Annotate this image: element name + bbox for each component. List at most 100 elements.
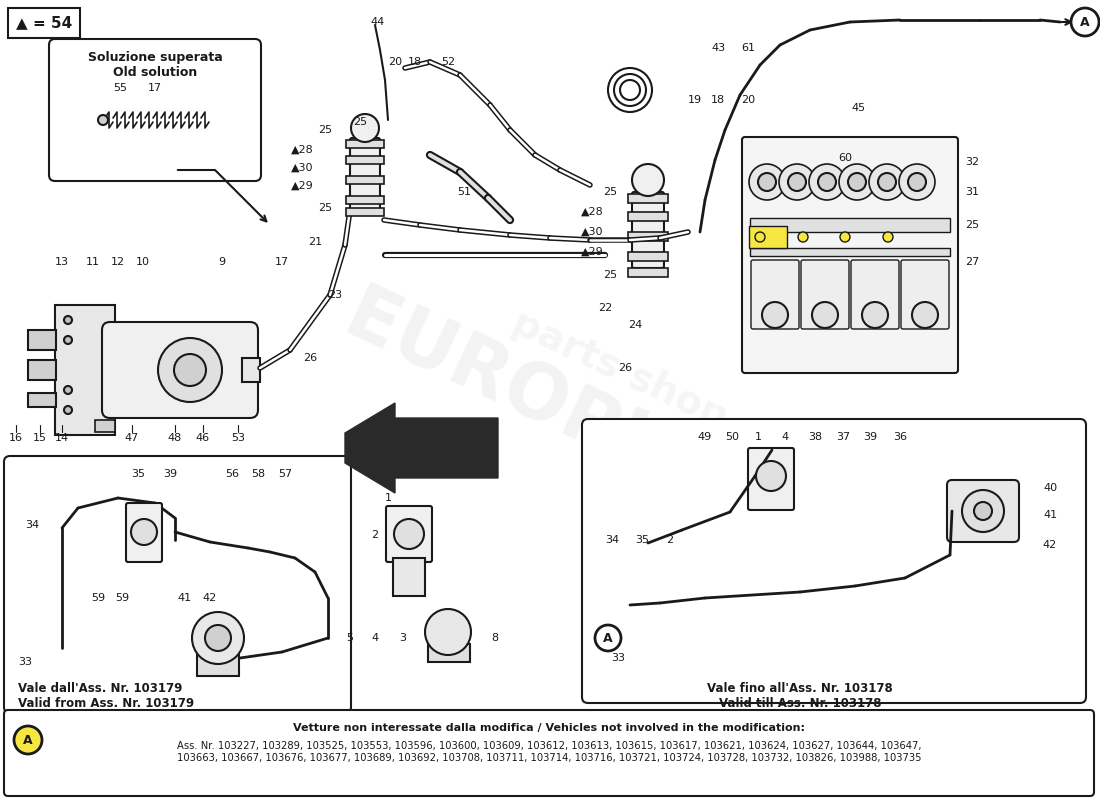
- Circle shape: [818, 173, 836, 191]
- Text: 39: 39: [163, 469, 177, 479]
- Circle shape: [205, 625, 231, 651]
- Bar: [346, 176, 384, 184]
- Text: 59: 59: [114, 593, 129, 603]
- Text: 11: 11: [86, 257, 100, 267]
- Circle shape: [64, 316, 72, 324]
- Polygon shape: [345, 403, 498, 493]
- Circle shape: [394, 519, 424, 549]
- Text: 8: 8: [492, 633, 498, 643]
- Text: ▲28: ▲28: [290, 145, 314, 155]
- Bar: [628, 232, 668, 241]
- Text: 22: 22: [598, 303, 612, 313]
- Text: 61: 61: [741, 43, 755, 53]
- Text: 31: 31: [965, 187, 979, 197]
- FancyBboxPatch shape: [4, 710, 1094, 796]
- Text: ▲30: ▲30: [290, 163, 314, 173]
- Bar: [28, 360, 56, 380]
- Circle shape: [758, 173, 776, 191]
- Text: 17: 17: [147, 83, 162, 93]
- Bar: [750, 248, 950, 256]
- Text: 20: 20: [741, 95, 755, 105]
- Bar: [428, 644, 470, 662]
- Circle shape: [788, 173, 806, 191]
- Text: 12: 12: [111, 257, 125, 267]
- Text: 56: 56: [226, 469, 239, 479]
- Circle shape: [812, 302, 838, 328]
- Circle shape: [862, 302, 888, 328]
- Text: Vetture non interessate dalla modifica / Vehicles not involved in the modificati: Vetture non interessate dalla modifica /…: [293, 723, 805, 733]
- FancyBboxPatch shape: [126, 503, 162, 562]
- Text: Soluzione superata
Old solution: Soluzione superata Old solution: [88, 51, 222, 79]
- Circle shape: [64, 386, 72, 394]
- Text: A: A: [23, 734, 33, 746]
- Text: Vale fino all'Ass. Nr. 103178
Valid till Ass. Nr. 103178: Vale fino all'Ass. Nr. 103178 Valid till…: [707, 682, 893, 710]
- Text: 44: 44: [371, 17, 385, 27]
- Text: ▲29: ▲29: [290, 181, 314, 191]
- Text: 16: 16: [9, 433, 23, 443]
- Text: 42: 42: [202, 593, 217, 603]
- Circle shape: [839, 164, 875, 200]
- Circle shape: [98, 115, 108, 125]
- Circle shape: [749, 164, 785, 200]
- FancyBboxPatch shape: [901, 260, 949, 329]
- Text: 57: 57: [278, 469, 293, 479]
- Circle shape: [962, 490, 1004, 532]
- Text: 7: 7: [464, 633, 472, 643]
- Text: 53: 53: [231, 433, 245, 443]
- Text: 34: 34: [25, 520, 40, 530]
- Text: 26: 26: [302, 353, 317, 363]
- Circle shape: [595, 625, 621, 651]
- FancyBboxPatch shape: [50, 39, 261, 181]
- Text: 36: 36: [893, 432, 907, 442]
- Text: Ass. Nr. 103227, 103289, 103525, 103553, 103596, 103600, 103609, 103612, 103613,: Ass. Nr. 103227, 103289, 103525, 103553,…: [177, 741, 922, 763]
- Circle shape: [632, 164, 664, 196]
- Text: EUROPLATES: EUROPLATES: [333, 279, 867, 581]
- Bar: [28, 393, 56, 407]
- Text: 25: 25: [603, 270, 617, 280]
- FancyBboxPatch shape: [851, 260, 899, 329]
- Text: 19: 19: [688, 95, 702, 105]
- Text: 25: 25: [353, 117, 367, 127]
- Text: 35: 35: [131, 469, 145, 479]
- Circle shape: [64, 336, 72, 344]
- Text: 17: 17: [275, 257, 289, 267]
- Text: 2: 2: [667, 535, 673, 545]
- Circle shape: [192, 612, 244, 664]
- Text: 9: 9: [219, 257, 225, 267]
- Text: 18: 18: [408, 57, 422, 67]
- FancyBboxPatch shape: [4, 456, 351, 713]
- Text: 42: 42: [1043, 540, 1057, 550]
- Bar: [393, 558, 425, 596]
- Text: 37: 37: [836, 432, 850, 442]
- Bar: [55, 305, 116, 435]
- Text: 10: 10: [136, 257, 150, 267]
- Bar: [628, 252, 668, 261]
- Text: Vale dall'Ass. Nr. 103179
Valid from Ass. Nr. 103179: Vale dall'Ass. Nr. 103179 Valid from Ass…: [18, 682, 194, 710]
- Text: 39: 39: [862, 432, 877, 442]
- FancyBboxPatch shape: [102, 322, 258, 418]
- FancyBboxPatch shape: [350, 138, 380, 210]
- Bar: [28, 330, 56, 350]
- Bar: [95, 420, 116, 432]
- Circle shape: [798, 232, 808, 242]
- Text: ▲ = 54: ▲ = 54: [15, 15, 73, 30]
- Bar: [346, 196, 384, 204]
- Circle shape: [14, 726, 42, 754]
- Text: 25: 25: [965, 220, 979, 230]
- Text: 46: 46: [196, 433, 210, 443]
- Circle shape: [779, 164, 815, 200]
- Text: 1: 1: [755, 432, 761, 442]
- Circle shape: [131, 519, 157, 545]
- Circle shape: [174, 354, 206, 386]
- Text: 25: 25: [318, 203, 332, 213]
- FancyBboxPatch shape: [632, 192, 664, 268]
- FancyBboxPatch shape: [742, 137, 958, 373]
- Text: 41: 41: [178, 593, 192, 603]
- Circle shape: [808, 164, 845, 200]
- Text: 15: 15: [33, 433, 47, 443]
- Text: 51: 51: [456, 187, 471, 197]
- Text: 33: 33: [610, 653, 625, 663]
- Text: 52: 52: [441, 57, 455, 67]
- Bar: [242, 358, 260, 382]
- Circle shape: [974, 502, 992, 520]
